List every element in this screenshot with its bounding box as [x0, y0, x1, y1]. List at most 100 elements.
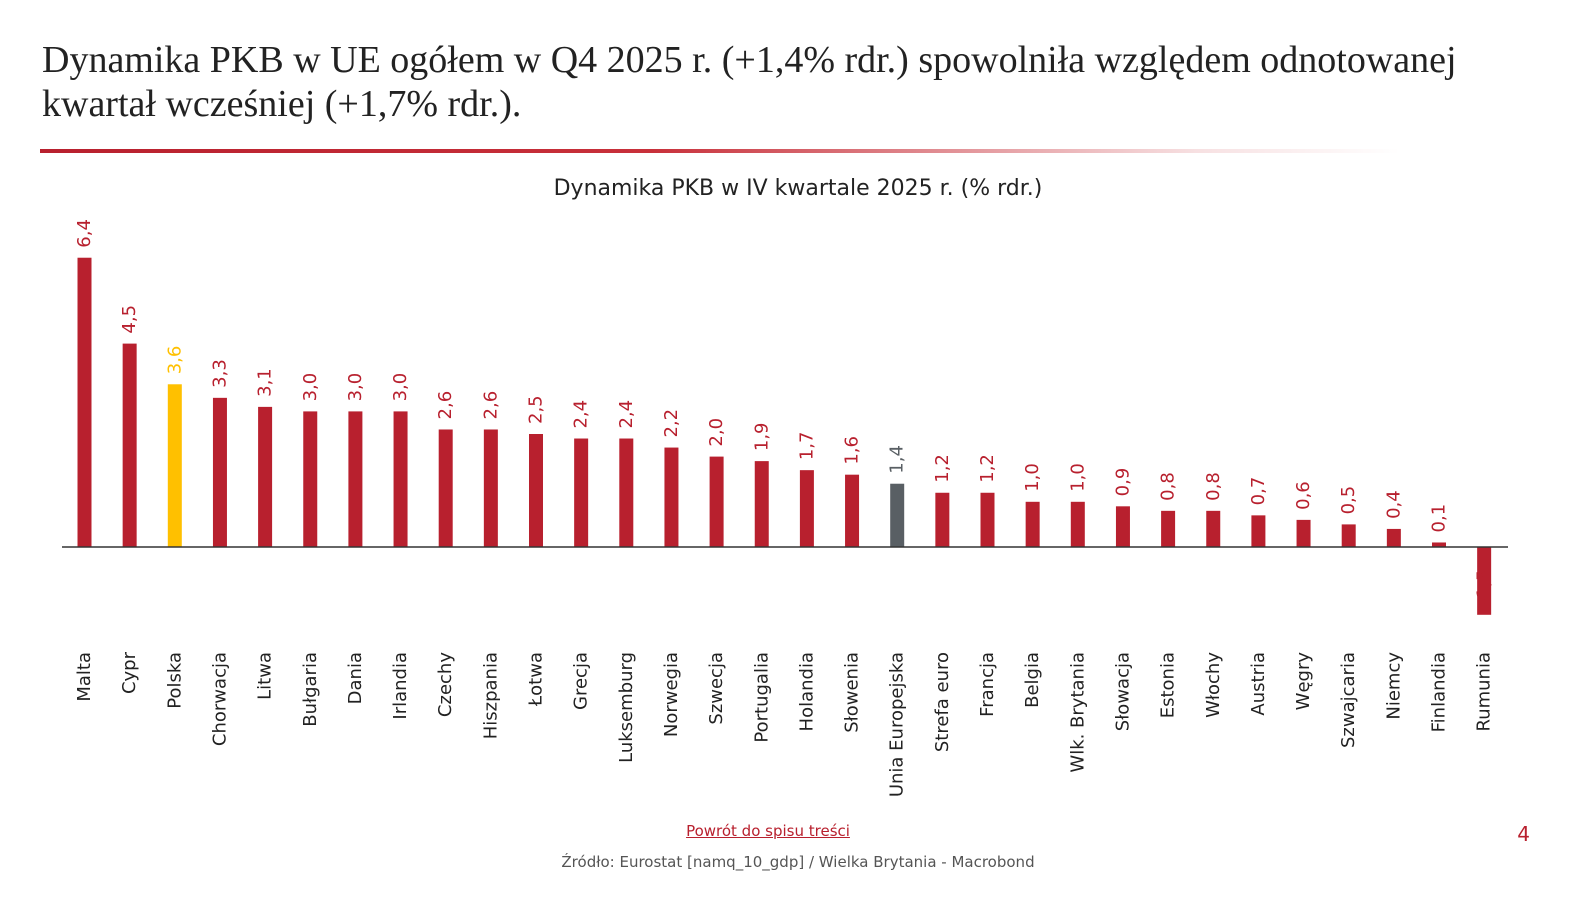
value-label-26: 0,8	[1203, 472, 1224, 501]
bar-28	[1296, 519, 1311, 547]
bar-32	[1477, 547, 1492, 615]
value-label-15: 2,0	[706, 418, 727, 447]
value-label-23: 1,0	[1067, 463, 1088, 492]
bar-15	[709, 456, 724, 547]
bar-5	[258, 406, 273, 547]
bar-12	[574, 438, 589, 547]
value-label-9: 2,6	[435, 391, 456, 420]
category-label-13: Luksemburg	[616, 652, 637, 763]
value-label-24: 0,9	[1112, 468, 1133, 497]
category-label-21: Francja	[977, 652, 998, 717]
value-label-20: 1,2	[932, 454, 953, 483]
bar-29	[1341, 524, 1356, 547]
bar-6	[303, 411, 318, 547]
value-label-7: 3,0	[345, 373, 366, 402]
bar-31	[1432, 542, 1446, 547]
value-label-21: 1,2	[977, 454, 998, 483]
value-label-18: 1,6	[842, 436, 863, 465]
value-label-6: 3,0	[300, 373, 321, 402]
value-label-8: 3,0	[390, 373, 411, 402]
bar-21	[980, 492, 995, 547]
value-label-2: 4,5	[119, 305, 140, 334]
bar-13	[619, 438, 634, 547]
value-label-14: 2,2	[661, 409, 682, 438]
bar-18	[845, 474, 860, 547]
category-label-28: Węgry	[1293, 652, 1314, 711]
value-label-12: 2,4	[571, 400, 592, 429]
title-divider	[40, 149, 1400, 153]
value-label-19: 1,4	[887, 445, 908, 474]
category-label-8: Irlandia	[390, 652, 411, 720]
value-label-30: 0,4	[1383, 490, 1404, 519]
bar-27	[1251, 515, 1266, 547]
value-label-32: -1,5	[1474, 570, 1495, 605]
category-label-18: Słowenia	[842, 652, 863, 733]
source-note: Źródło: Eurostat [namq_10_gdp] / Wielka …	[561, 853, 1035, 871]
category-label-3: Polska	[164, 652, 185, 709]
bar-9	[438, 429, 453, 547]
category-label-12: Grecja	[571, 652, 592, 710]
value-label-17: 1,7	[796, 432, 817, 461]
back-to-toc-link[interactable]: Powrót do spisu treści	[686, 822, 850, 840]
bar-7	[348, 411, 363, 547]
chart-title: Dynamika PKB w IV kwartale 2025 r. (% rd…	[553, 176, 1043, 201]
bar-17	[799, 470, 814, 547]
category-label-6: Bułgaria	[300, 652, 321, 727]
value-label-4: 3,3	[209, 359, 230, 388]
category-label-2: Cypr	[119, 651, 140, 694]
category-label-31: Finlandia	[1429, 652, 1450, 732]
bar-16	[754, 461, 769, 547]
category-label-23: Wlk. Brytania	[1067, 652, 1088, 773]
bar-2	[122, 343, 137, 547]
category-label-10: Hiszpania	[480, 652, 501, 739]
category-label-16: Portugalia	[751, 652, 772, 743]
category-label-1: Malta	[74, 652, 95, 702]
page-headline: Dynamika PKB w UE ogółem w Q4 2025 r. (+…	[42, 39, 1457, 125]
category-label-15: Szwecja	[706, 652, 727, 725]
value-label-25: 0,8	[1158, 472, 1179, 501]
category-label-22: Belgia	[1022, 652, 1043, 708]
category-label-29: Szwajcaria	[1338, 652, 1359, 748]
bar-25	[1161, 510, 1176, 547]
bar-20	[935, 492, 950, 547]
category-label-24: Słowacja	[1112, 652, 1133, 731]
bar-3	[167, 384, 182, 547]
value-label-28: 0,6	[1293, 481, 1314, 510]
bar-14	[664, 447, 679, 547]
category-label-27: Austria	[1248, 652, 1269, 716]
category-label-19: Unia Europejska	[887, 652, 908, 797]
bar-24	[1115, 506, 1130, 547]
bar-4	[212, 397, 227, 547]
value-label-3: 3,6	[164, 346, 185, 375]
value-label-1: 6,4	[74, 219, 95, 248]
category-label-25: Estonia	[1158, 652, 1179, 718]
value-label-27: 0,7	[1248, 477, 1269, 506]
category-label-9: Czechy	[435, 652, 456, 717]
bar-8	[393, 411, 408, 547]
value-label-22: 1,0	[1022, 463, 1043, 492]
value-label-13: 2,4	[616, 400, 637, 429]
category-label-20: Strefa euro	[932, 652, 953, 752]
page-number: 4	[1517, 822, 1530, 846]
bar-23	[1070, 501, 1085, 547]
category-label-11: Łotwa	[526, 652, 547, 707]
value-label-29: 0,5	[1338, 486, 1359, 515]
value-label-31: 0,1	[1429, 504, 1450, 533]
value-label-11: 2,5	[526, 395, 547, 424]
category-label-30: Niemcy	[1383, 652, 1404, 720]
bar-1	[77, 257, 92, 547]
bar-26	[1206, 510, 1221, 547]
category-label-17: Holandia	[796, 652, 817, 731]
category-label-7: Dania	[345, 652, 366, 704]
value-label-10: 2,6	[480, 391, 501, 420]
category-label-26: Włochy	[1203, 652, 1224, 718]
bar-22	[1025, 501, 1040, 547]
category-label-5: Litwa	[255, 652, 276, 700]
bar-19	[890, 483, 905, 547]
value-label-5: 3,1	[255, 368, 276, 397]
category-label-32: Rumunia	[1474, 652, 1495, 732]
bar-30	[1386, 528, 1401, 547]
category-label-14: Norwegia	[661, 652, 682, 737]
value-label-16: 1,9	[751, 422, 772, 451]
